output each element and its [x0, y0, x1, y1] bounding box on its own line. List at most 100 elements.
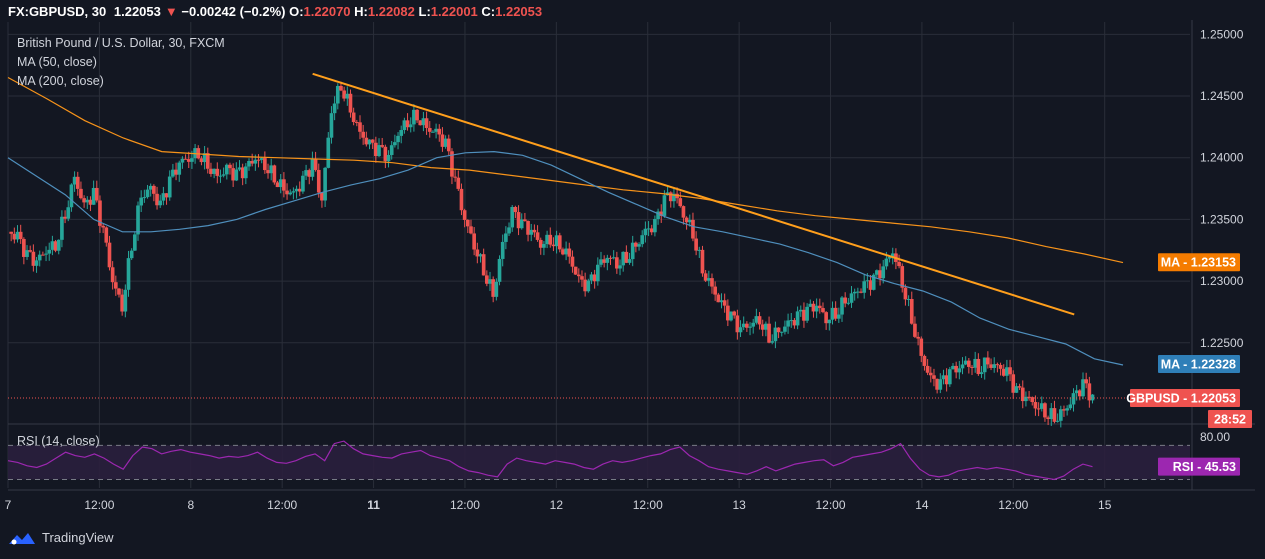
- tradingview-logo-icon: [9, 532, 35, 544]
- candle-body: [209, 168, 213, 174]
- candle-body: [443, 138, 448, 147]
- candle-body: [69, 184, 74, 208]
- candle-body: [244, 166, 248, 179]
- candle-body: [827, 319, 832, 324]
- candle-body: [504, 233, 508, 242]
- candle-body: [967, 360, 971, 367]
- candle-body: [269, 165, 274, 174]
- candle-body: [783, 326, 787, 332]
- candle-body: [735, 315, 740, 333]
- time-tick-label: 15: [1098, 498, 1112, 512]
- candle-body: [301, 175, 305, 192]
- candle-body: [259, 158, 264, 160]
- candle-body: [630, 242, 635, 260]
- candle-body: [370, 139, 375, 143]
- ma50-legend[interactable]: MA (50, close): [17, 55, 97, 69]
- candle-body: [643, 228, 648, 236]
- candle-body: [465, 219, 470, 227]
- candle-body: [998, 364, 1003, 369]
- candle-body: [615, 257, 619, 269]
- candle-body: [668, 192, 673, 202]
- candle-body: [986, 357, 990, 365]
- candle-body: [608, 257, 613, 259]
- candle-body: [618, 265, 622, 269]
- candle-body: [1046, 417, 1050, 420]
- candle-body: [133, 234, 137, 251]
- candle-body: [678, 198, 683, 207]
- candle-body: [313, 158, 318, 170]
- candle-body: [1065, 408, 1069, 411]
- candle-body: [976, 358, 981, 375]
- candle-body: [63, 216, 67, 219]
- candle-body: [348, 93, 353, 113]
- candle-body: [570, 256, 575, 267]
- candle-body: [488, 279, 492, 284]
- candle-body: [307, 170, 312, 177]
- candle-body: [1005, 367, 1009, 376]
- candle-body: [1078, 390, 1082, 397]
- symbol-name[interactable]: FX:GBPUSD, 30: [8, 4, 107, 19]
- candle-body: [656, 211, 660, 220]
- time-tick-label: 13: [732, 498, 746, 512]
- candle-body: [50, 241, 55, 250]
- candle-body: [453, 176, 457, 178]
- chart-title[interactable]: British Pound / U.S. Dollar, 30, FXCM: [17, 36, 225, 50]
- rsi-legend[interactable]: RSI (14, close): [17, 434, 100, 448]
- ma200-legend[interactable]: MA (200, close): [17, 74, 104, 88]
- candle-body: [421, 118, 426, 126]
- candle-body: [1087, 383, 1092, 401]
- candle-body: [887, 256, 892, 259]
- candle-body: [240, 167, 245, 179]
- candle-body: [380, 145, 385, 147]
- candle-body: [605, 257, 610, 263]
- candle-body: [700, 249, 705, 274]
- candle-body: [459, 188, 464, 211]
- candle-body: [41, 254, 45, 256]
- candle-body: [1020, 387, 1025, 402]
- candle-body: [548, 234, 553, 245]
- candle-body: [120, 294, 124, 312]
- price-label-ma: MA - 1.23153: [1158, 253, 1240, 272]
- candle-body: [681, 206, 686, 218]
- time-tick-label: 12:00: [633, 498, 663, 512]
- candle-body: [1001, 368, 1006, 376]
- candle-body: [602, 259, 606, 263]
- candle-body: [875, 270, 879, 275]
- high-value: 1.22082: [367, 4, 415, 19]
- price-tick-label: 1.24500: [1200, 89, 1244, 103]
- candle-body: [529, 229, 534, 235]
- candle-body: [738, 327, 743, 333]
- candle-body: [535, 232, 540, 240]
- candle-body: [28, 250, 33, 252]
- candle-body: [1055, 420, 1060, 422]
- candle-body: [932, 375, 936, 379]
- candle-body: [922, 355, 927, 366]
- footer-brand[interactable]: TradingView: [8, 530, 114, 545]
- price-label-text: MA - 1.22328: [1161, 358, 1236, 372]
- candle-body: [253, 159, 258, 164]
- candle-body: [34, 260, 39, 266]
- candle-body: [497, 258, 502, 282]
- candle-body: [913, 323, 917, 337]
- price-label-ma: MA - 1.22328: [1158, 355, 1240, 374]
- candle-body: [148, 185, 153, 190]
- candle-body: [383, 146, 388, 162]
- trendline: [312, 72, 1075, 316]
- candle-body: [808, 303, 813, 307]
- candle-body: [811, 303, 816, 312]
- candle-body: [592, 274, 597, 282]
- candle-body: [316, 169, 321, 193]
- candle-body: [110, 267, 115, 283]
- candle-body: [107, 242, 112, 268]
- candle-body: [757, 316, 762, 325]
- candle-body: [354, 122, 359, 124]
- candle-body: [906, 299, 911, 301]
- candle-body: [25, 250, 29, 257]
- candle-body: [573, 266, 578, 275]
- candle-body: [396, 135, 400, 143]
- close-label: C:: [481, 4, 496, 19]
- candle-body: [576, 274, 581, 277]
- candle-body: [431, 131, 435, 133]
- candle-body: [31, 251, 36, 266]
- candle-body: [18, 231, 23, 240]
